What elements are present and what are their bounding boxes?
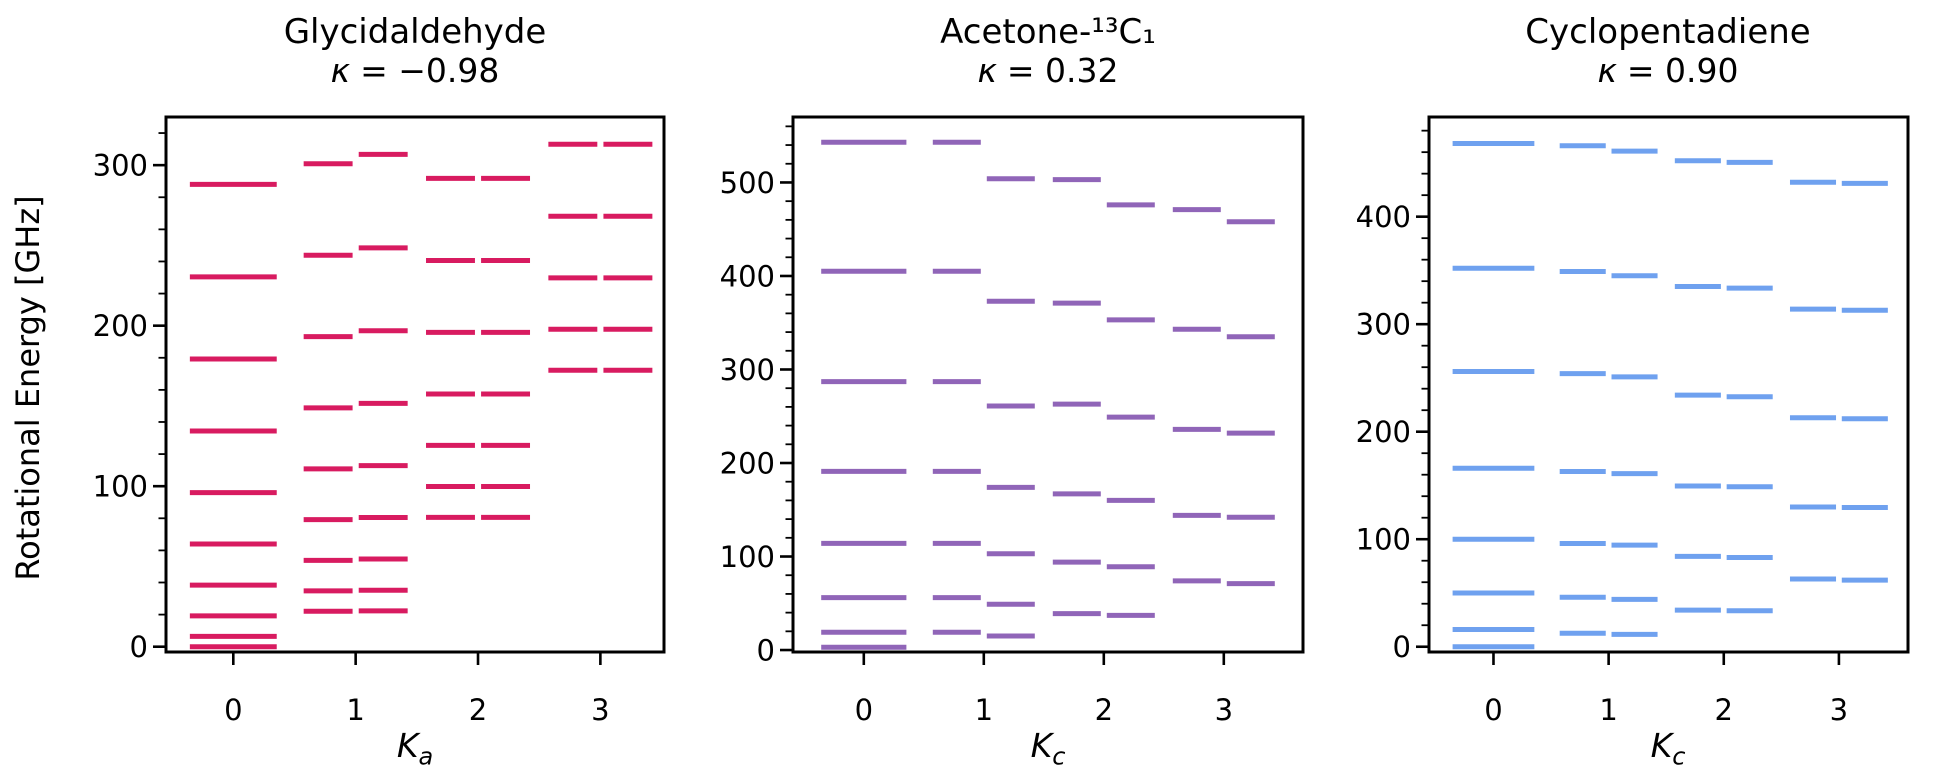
x-tick-label: 1 [346, 693, 364, 727]
kappa-label: κ = −0.98 [135, 51, 695, 91]
kappa-label: κ = 0.90 [1388, 51, 1948, 91]
molecule-name: Glycidaldehyde [283, 12, 547, 52]
panel-title-2: Acetone-¹³C₁ κ = 0.32 [768, 12, 1328, 91]
x-tick-label: 2 [1715, 693, 1733, 727]
x-ticks: 0 1 2 3 [1484, 652, 1848, 727]
x-tick-label: 3 [1215, 693, 1233, 727]
y-tick-label: 200 [93, 309, 148, 343]
molecule-name: Cyclopentadiene [1525, 12, 1811, 52]
y-tick-label: 200 [1356, 415, 1411, 449]
axes-frame [1427, 115, 1910, 654]
x-axis-label-base: K [1650, 726, 1673, 765]
kappa-value: = −0.98 [360, 51, 500, 91]
axes-frame [164, 115, 666, 654]
x-ticks: 0 1 2 3 [224, 652, 610, 727]
energy-levels [1452, 141, 1888, 650]
x-axis-label-sub: c [1052, 742, 1066, 771]
x-tick-label: 0 [1484, 693, 1502, 727]
y-tick-label: 0 [130, 630, 148, 664]
axes-frame [791, 115, 1305, 654]
x-tick-label: 2 [469, 693, 487, 727]
panel-title-1: Glycidaldehyde κ = −0.98 [135, 12, 695, 91]
panel-1: 0 100 200 300 400 500 0 1 2 3 [720, 115, 1305, 727]
panel-title-3: Cyclopentadiene κ = 0.90 [1388, 12, 1948, 91]
kappa-value: = 0.90 [1626, 51, 1739, 91]
panel-2: 0 100 200 300 400 0 1 2 3 [1356, 115, 1910, 727]
y-ticks: 0 100 200 300 [93, 132, 166, 664]
kappa-symbol: κ [977, 51, 997, 91]
y-tick-label: 100 [93, 470, 148, 504]
kappa-symbol: κ [330, 51, 351, 91]
y-axis-label: Rotational Energy [GHz] [9, 195, 47, 581]
y-tick-label: 0 [757, 633, 775, 667]
y-tick-label: 300 [93, 149, 148, 183]
kappa-value: = 0.32 [1006, 51, 1119, 91]
energy-levels [189, 141, 653, 650]
kappa-label: κ = 0.32 [768, 51, 1328, 91]
x-tick-label: 3 [1830, 693, 1848, 727]
x-tick-label: 1 [1599, 693, 1617, 727]
y-tick-label: 500 [720, 166, 775, 200]
x-ticks: 0 1 2 3 [855, 652, 1233, 727]
x-axis-label-base: K [1030, 726, 1053, 765]
y-tick-label: 400 [720, 259, 775, 293]
y-tick-label: 300 [720, 353, 775, 387]
x-axis-label-sub: a [418, 742, 434, 771]
y-tick-label: 100 [720, 540, 775, 574]
y-tick-label: 300 [1356, 308, 1411, 342]
molecule-name: Acetone-¹³C₁ [940, 12, 1156, 52]
x-tick-label: 0 [224, 693, 242, 727]
x-axis-label-3: Kc [1568, 726, 1768, 769]
x-axis-label-2: Kc [948, 726, 1148, 769]
panel-0: 0 100 200 300 0 1 2 3 [93, 115, 666, 727]
x-axis-label-base: K [396, 726, 419, 765]
energy-levels [821, 139, 1275, 650]
x-tick-label: 2 [1095, 693, 1113, 727]
x-tick-label: 0 [855, 693, 873, 727]
y-ticks: 0 100 200 300 400 [1356, 129, 1429, 664]
y-tick-label: 400 [1356, 200, 1411, 234]
y-tick-label: 200 [720, 446, 775, 480]
y-tick-label: 0 [1393, 630, 1411, 664]
x-axis-label-1: Ka [315, 726, 515, 769]
kappa-symbol: κ [1597, 51, 1617, 91]
x-tick-label: 3 [591, 693, 609, 727]
y-ticks: 0 100 200 300 400 500 [720, 125, 793, 667]
x-axis-label-sub: c [1672, 742, 1686, 771]
y-tick-label: 100 [1356, 523, 1411, 557]
x-tick-label: 1 [975, 693, 993, 727]
